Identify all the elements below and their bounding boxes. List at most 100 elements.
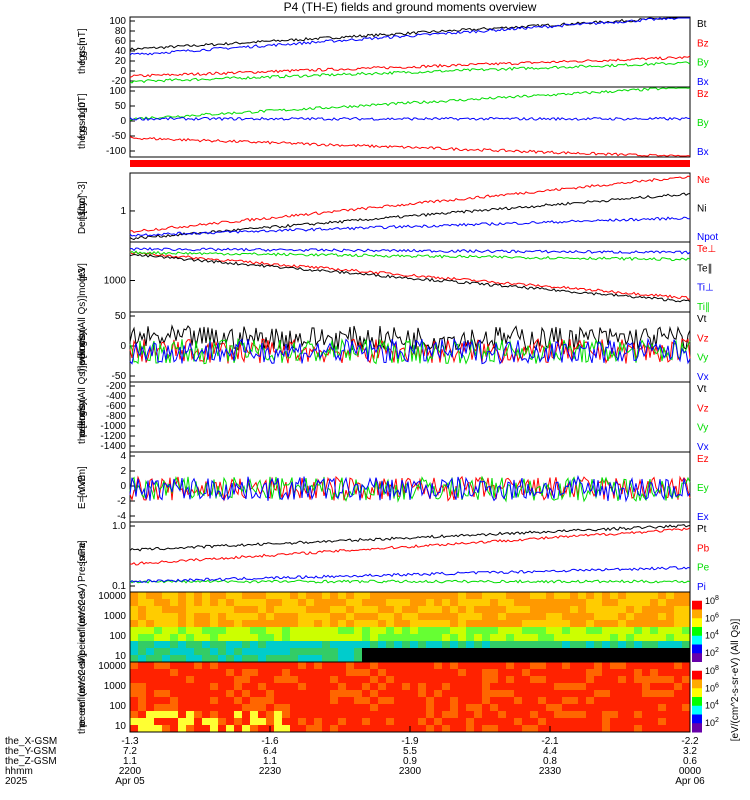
heatmap-cell (218, 711, 227, 719)
heatmap-cell (514, 690, 523, 698)
heatmap-cell (530, 725, 539, 733)
heatmap-cell (306, 627, 315, 635)
x-axis-row-label: hhmm (5, 766, 33, 777)
heatmap-cell (354, 718, 363, 726)
heatmap-cell (570, 683, 579, 691)
heatmap-cell (298, 718, 307, 726)
heatmap-cell (626, 704, 635, 712)
heatmap-cell (530, 599, 539, 607)
heatmap-cell (266, 676, 275, 684)
heatmap-cell (386, 662, 395, 670)
heatmap-cell (346, 697, 355, 705)
colorbar-swatch (692, 627, 702, 637)
heatmap-cell (282, 711, 291, 719)
heatmap-cell (338, 690, 347, 698)
heatmap-cell (298, 655, 307, 663)
heatmap-cell (498, 690, 507, 698)
heatmap-cell (482, 690, 491, 698)
heatmap-cell (650, 718, 659, 726)
heatmap-cell (586, 627, 595, 635)
heatmap-cell (298, 676, 307, 684)
heatmap-cell (434, 669, 443, 677)
heatmap-cell (242, 704, 251, 712)
heatmap-cell (154, 655, 163, 663)
heatmap-cell (298, 711, 307, 719)
heatmap-cell (370, 592, 379, 600)
heatmap-cell (562, 606, 571, 614)
heatmap-cell (626, 599, 635, 607)
heatmap-cell (314, 655, 323, 663)
heatmap-cell (634, 592, 643, 600)
x-tick-label: 2200 (119, 766, 142, 777)
heatmap-cell (434, 627, 443, 635)
heatmap-cell (218, 662, 227, 670)
heatmap-cell (658, 676, 667, 684)
heatmap-cell (618, 662, 627, 670)
heatmap-cell (442, 683, 451, 691)
heatmap-cell (386, 641, 395, 649)
heatmap-cell (282, 704, 291, 712)
heatmap-cell (378, 606, 387, 614)
heatmap-cell (290, 690, 299, 698)
heatmap-cell (658, 725, 667, 733)
heatmap-cell (554, 697, 563, 705)
heatmap-cell (578, 697, 587, 705)
heatmap-cell (178, 704, 187, 712)
colorbar-swatch (692, 714, 702, 724)
heatmap-cell (658, 620, 667, 628)
heatmap-cell (562, 648, 571, 656)
heatmap-cell (538, 627, 547, 635)
legend-vt: Vt (697, 384, 707, 395)
heatmap-cell (314, 662, 323, 670)
heatmap-cell (154, 627, 163, 635)
heatmap-cell (202, 634, 211, 642)
heatmap-cell (602, 655, 611, 663)
heatmap-cell (162, 606, 171, 614)
heatmap-cell (682, 690, 691, 698)
heatmap-cell (322, 592, 331, 600)
heatmap-cell (234, 606, 243, 614)
heatmap-cell (442, 655, 451, 663)
heatmap-cell (218, 669, 227, 677)
heatmap-cell (202, 627, 211, 635)
heatmap-cell (338, 627, 347, 635)
heatmap-cell (434, 620, 443, 628)
x-tick-label: 3.2 (683, 746, 697, 757)
heatmap-cell (154, 725, 163, 733)
y-tick-label: -1000 (100, 421, 126, 432)
heatmap-cell (146, 669, 155, 677)
heatmap-cell (410, 592, 419, 600)
heatmap-cell (658, 613, 667, 621)
heatmap-cell (242, 620, 251, 628)
heatmap-cell (162, 718, 171, 726)
heatmap-cell (506, 627, 515, 635)
heatmap-cell (298, 613, 307, 621)
heatmap-cell (626, 655, 635, 663)
heatmap-cell (530, 711, 539, 719)
heatmap-cell (482, 606, 491, 614)
heatmap-cell (562, 662, 571, 670)
heatmap-cell (162, 704, 171, 712)
heatmap-cell (418, 620, 427, 628)
heatmap-cell (458, 592, 467, 600)
heatmap-cell (594, 662, 603, 670)
heatmap-cell (338, 641, 347, 649)
heatmap-cell (154, 697, 163, 705)
colorbar-tick: 102 (705, 647, 719, 658)
heatmap-cell (418, 662, 427, 670)
colorbar-swatch (692, 644, 702, 654)
heatmap-cell (170, 704, 179, 712)
heatmap-cell (330, 641, 339, 649)
heatmap-cell (322, 634, 331, 642)
heatmap-cell (634, 683, 643, 691)
heatmap-cell (466, 599, 475, 607)
heatmap-cell (530, 676, 539, 684)
heatmap-cell (586, 592, 595, 600)
heatmap-cell (546, 620, 555, 628)
heatmap-cell (338, 620, 347, 628)
heatmap-cell (434, 641, 443, 649)
heatmap-cell (594, 690, 603, 698)
heatmap-cell (674, 599, 683, 607)
y-tick-label: 0.1 (112, 581, 126, 592)
heatmap-cell (586, 634, 595, 642)
